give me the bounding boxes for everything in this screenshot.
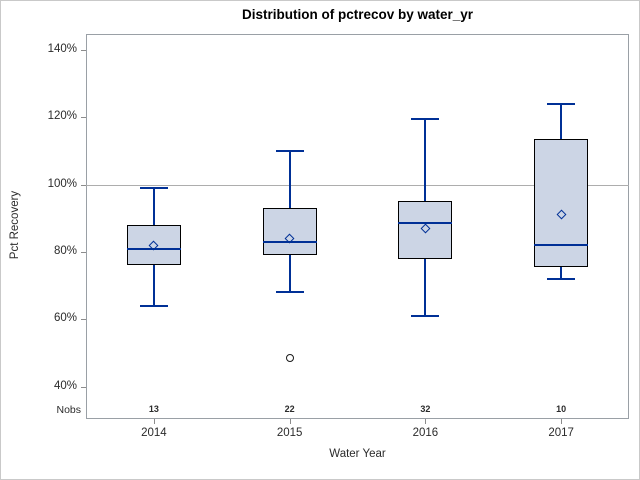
x-tick-mark — [289, 419, 291, 424]
y-tick-label: 120% — [47, 110, 77, 123]
x-tick-label: 2015 — [276, 427, 303, 439]
plot-area — [86, 34, 629, 419]
y-tick-label: 40% — [53, 379, 77, 392]
x-tick-mark — [153, 419, 155, 424]
x-tick-label: 2017 — [548, 427, 574, 439]
nobs-row-label: Nobs — [56, 404, 81, 416]
y-tick-label: 140% — [47, 42, 77, 55]
x-tick-label: 2014 — [141, 427, 167, 439]
x-tick-mark — [425, 419, 427, 424]
x-tick-label: 2016 — [412, 427, 439, 439]
chart-title: Distribution of pctrecov by water_yr — [241, 7, 474, 22]
x-tick-mark — [561, 419, 563, 424]
y-axis-title: Pct Recovery — [9, 190, 21, 260]
x-axis-title: Water Year — [329, 448, 386, 460]
y-tick-label: 60% — [53, 312, 77, 325]
